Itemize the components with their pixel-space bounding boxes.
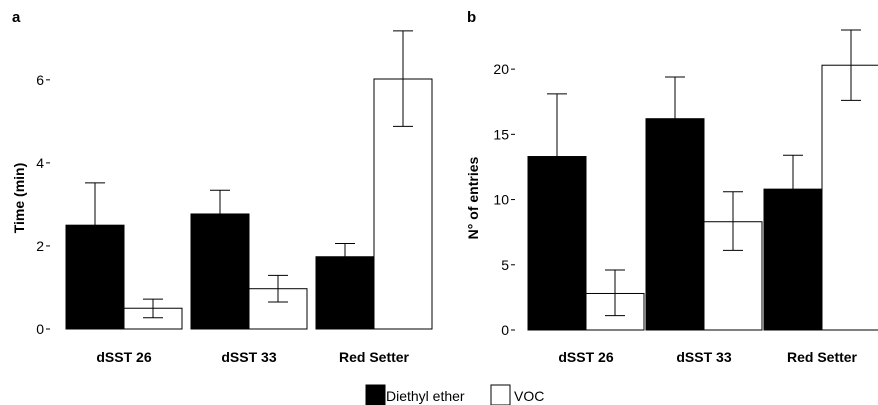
- panel-a-y-tick-label-2: 2: [36, 238, 44, 254]
- panel-a-y-tick-label-4: 4: [36, 155, 44, 171]
- legend-label-diethyl-ether: Diethyl ether: [386, 388, 465, 404]
- panel-b-y-tick-label-15: 15: [493, 126, 509, 142]
- panel-b-bars: [527, 29, 878, 331]
- panel-b-y-tick-label-10: 10: [493, 192, 509, 208]
- panel-b-category-label-dsst-33: dSST 33: [676, 349, 731, 365]
- legend-swatch-voc: [490, 384, 511, 405]
- panel-a-y-axis: 0 2 4 6: [36, 72, 50, 337]
- panel-b-category-label-red-setter: Red Setter: [787, 349, 858, 365]
- panel-a-category-label-red-setter: Red Setter: [339, 349, 410, 365]
- panel-b-bar-red-setter-voc: [821, 64, 878, 331]
- chart-panel-b: b N° of entries 0 5 10 15 20 dSST 26 dSST 33 R…: [465, 9, 878, 365]
- panel-a-y-tick-label-6: 6: [36, 72, 44, 88]
- panel-a-category-label-dsst-26: dSST 26: [96, 349, 151, 365]
- panel-a-category-labels: dSST 26 dSST 33 Red Setter: [96, 349, 409, 365]
- panel-b-category-label-dsst-26: dSST 26: [558, 349, 613, 365]
- panel-b-category-labels: dSST 26 dSST 33 Red Setter: [558, 349, 857, 365]
- panel-b-letter: b: [467, 9, 476, 26]
- panel-a-letter: a: [12, 9, 21, 26]
- panel-a-category-label-dsst-33: dSST 33: [221, 349, 276, 365]
- panel-b-y-tick-label-20: 20: [493, 61, 509, 77]
- panel-a-bar-dsst-33-voc: [248, 288, 308, 330]
- panel-a-y-tick-label-0: 0: [36, 321, 44, 337]
- legend-label-voc: VOC: [514, 388, 544, 404]
- legend-swatch-diethyl-ether: [365, 384, 386, 405]
- panel-a-bars: [65, 30, 433, 330]
- panel-b-y-axis: 0 5 10 15 20: [493, 61, 515, 338]
- panel-b-y-tick-label-5: 5: [501, 257, 509, 273]
- legend: Diethyl ether VOC: [365, 384, 544, 405]
- panel-a-y-axis-title: Time (min): [11, 163, 27, 234]
- chart-panel-a: a Time (min) 0 2 4 6 dSST 26 dSST 33 Red Sett…: [11, 9, 433, 365]
- panel-b-y-axis-title: N° of entries: [465, 156, 481, 239]
- panel-b-y-tick-label-0: 0: [501, 322, 509, 338]
